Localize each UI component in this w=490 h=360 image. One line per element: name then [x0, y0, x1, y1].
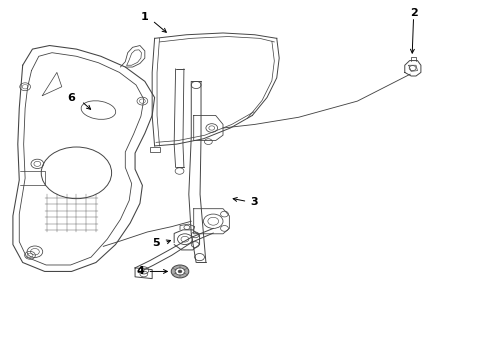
- Text: 6: 6: [68, 93, 75, 103]
- Circle shape: [175, 268, 185, 275]
- Bar: [150, 147, 160, 152]
- Text: 3: 3: [250, 197, 258, 207]
- Text: 2: 2: [410, 8, 417, 18]
- Text: 5: 5: [152, 238, 160, 248]
- Circle shape: [178, 270, 182, 273]
- Circle shape: [171, 265, 189, 278]
- Text: 4: 4: [136, 266, 144, 276]
- Text: 1: 1: [141, 12, 148, 22]
